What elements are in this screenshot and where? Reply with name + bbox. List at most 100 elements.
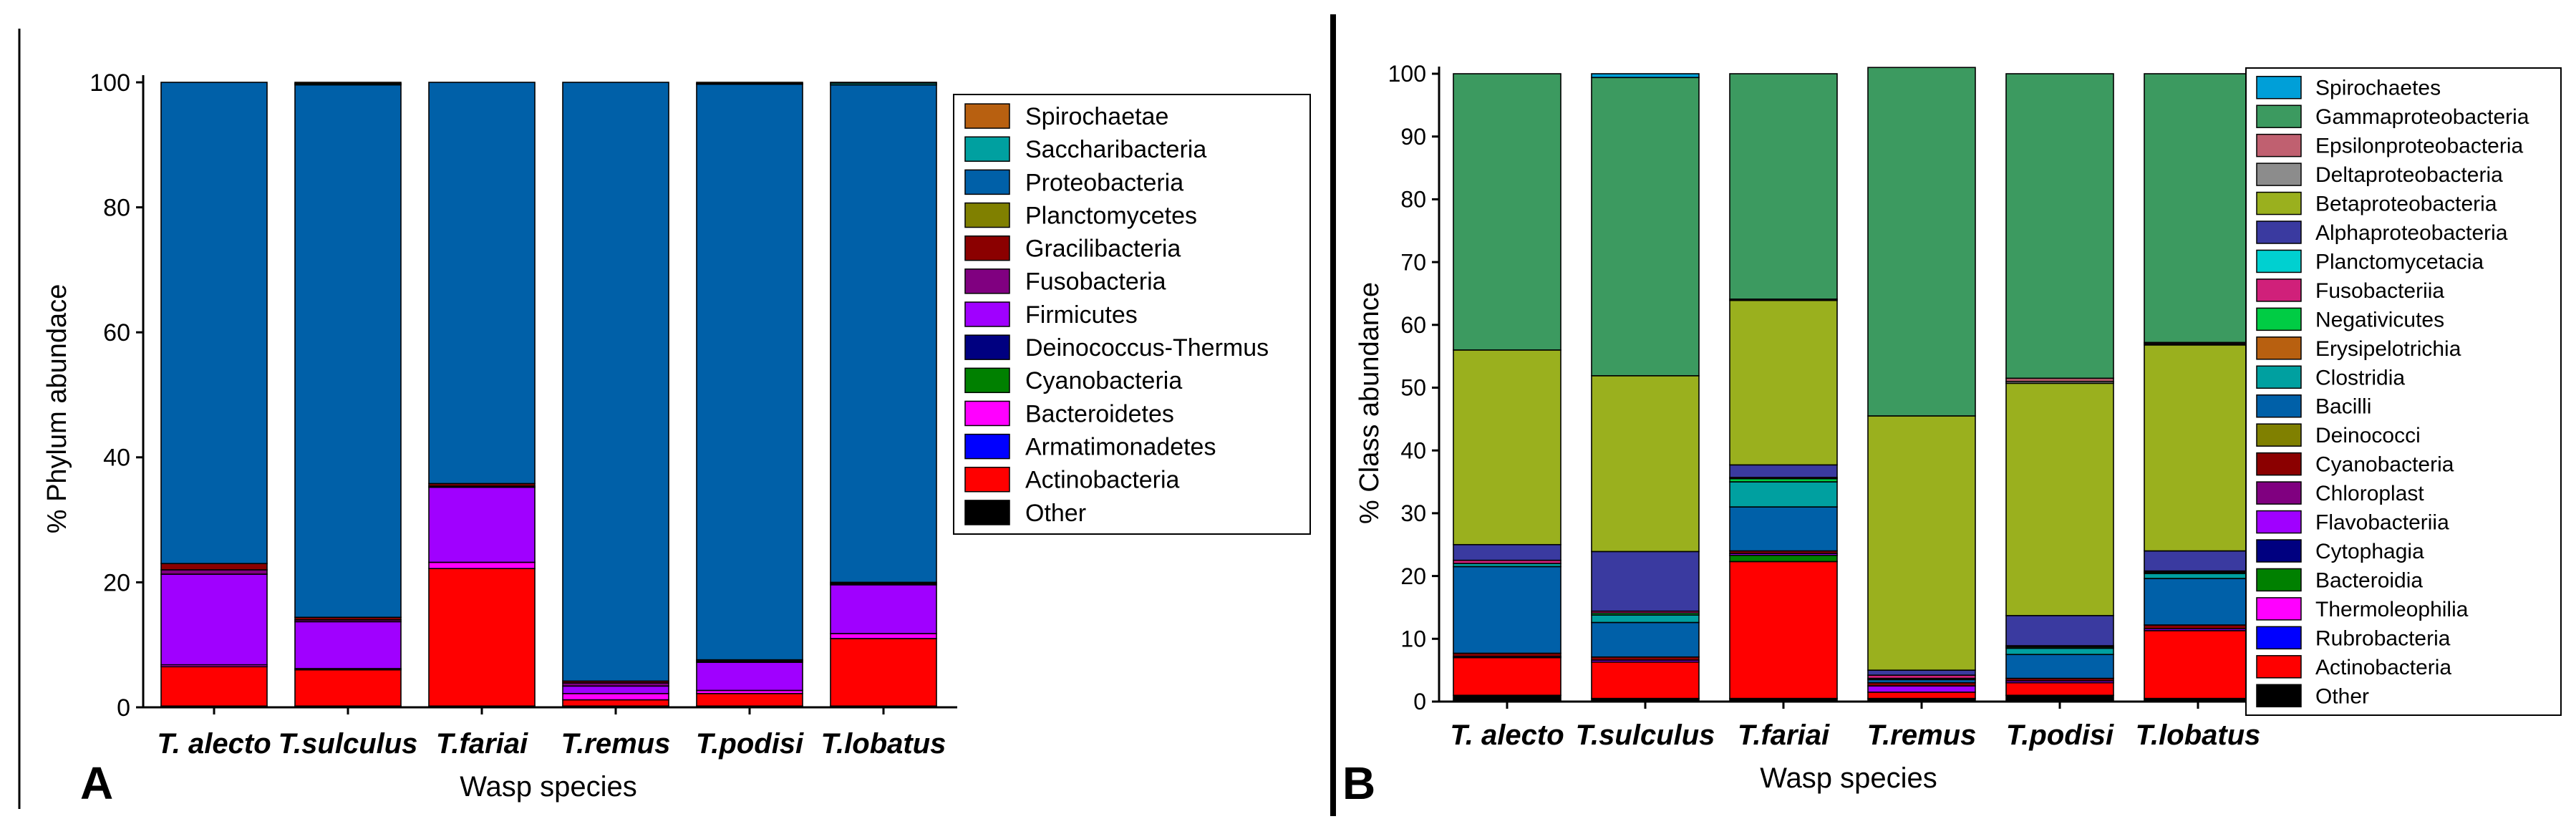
panel-b-x-axis-label: Wasp species xyxy=(1760,762,1937,794)
legend-swatch xyxy=(2256,278,2302,302)
bar-segment-gracilibacteria xyxy=(160,563,268,571)
bar-segment-firmicutes xyxy=(830,584,937,634)
bar-segment-proteobacteria xyxy=(160,82,268,565)
x-tick-label: T.lobatus xyxy=(821,728,946,760)
bar-segment-proteobacteria xyxy=(294,84,402,619)
x-tick-label: T.sulculus xyxy=(279,728,418,760)
legend-label: Negativicutes xyxy=(2315,308,2444,331)
legend-swatch xyxy=(2256,133,2302,157)
legend-label: Other xyxy=(2315,684,2369,708)
legend-swatch xyxy=(2256,220,2302,244)
bar-segment-gammaproteobacteria xyxy=(1591,77,1700,377)
panel-a-x-axis-label: Wasp species xyxy=(460,771,637,803)
y-tick-label: 80 xyxy=(1400,187,1426,213)
panel-b-axes: 0 10 20 30 40 50 60 70 80 90 100 T. alecto T.sulculu… xyxy=(1388,61,2261,751)
bar-segment-firmicutes xyxy=(696,661,803,692)
legend-swatch xyxy=(964,367,1010,394)
x-tick-label: T.fariai xyxy=(1738,719,1830,751)
legend-label: Cyanobacteria xyxy=(2315,453,2454,477)
panel-a-y-axis-label: % Phylum abundace xyxy=(42,284,72,534)
legend-label: Planctomycetes xyxy=(1025,202,1197,229)
x-tick-label: T.remus xyxy=(561,728,671,760)
bar-segment-alphaproteobacteria xyxy=(1453,543,1561,561)
bar-segment-spirochaetae xyxy=(696,82,803,84)
bar-segment-fusobacteria xyxy=(160,569,268,575)
legend-label: Thermoleophilia xyxy=(2315,598,2469,621)
legend-label: Planctomycetacia xyxy=(2315,250,2484,273)
y-tick-label: 60 xyxy=(1400,312,1426,338)
legend-swatch xyxy=(2256,626,2302,650)
legend-swatch xyxy=(964,400,1010,427)
legend-swatch xyxy=(2256,365,2302,389)
y-tick-label: 90 xyxy=(1400,124,1426,150)
y-tick-label: 40 xyxy=(103,445,130,472)
x-tick-label: T.lobatus xyxy=(2136,719,2261,751)
legend-label: Cyanobacteria xyxy=(1025,367,1182,394)
panel-a-bars xyxy=(160,82,937,708)
bar-segment-gammaproteobacteria xyxy=(2144,73,2252,344)
legend-label: Actinobacteria xyxy=(1025,467,1180,494)
legend-swatch xyxy=(964,433,1010,460)
bar-segment-betaproteobacteria xyxy=(1591,375,1700,553)
legend-swatch xyxy=(2256,684,2302,708)
y-tick-label: 100 xyxy=(89,69,130,97)
legend-swatch xyxy=(2256,249,2302,273)
panel-a: 0 20 40 60 80 100 T. alecto T.sulculus T.fariai T… xyxy=(42,69,1311,809)
y-tick-label: 20 xyxy=(1400,563,1426,589)
legend-swatch xyxy=(964,334,1010,360)
bar-segment-actinobacteria xyxy=(294,669,402,707)
y-tick-label: 50 xyxy=(1400,375,1426,401)
bar-segment-bacilli xyxy=(2005,654,2114,679)
legend-swatch xyxy=(964,235,1010,261)
bar-segment-firmicutes xyxy=(562,685,669,694)
bar-segment-actinobacteria xyxy=(562,699,669,707)
legend-swatch xyxy=(964,467,1010,493)
bar-segment-proteobacteria xyxy=(696,83,803,661)
bar-segment-bacteroidia xyxy=(1729,554,1838,563)
panel-b-label: B xyxy=(1342,757,1375,809)
legend-label: Proteobacteria xyxy=(1025,169,1183,196)
legend-label: Actinobacteria xyxy=(2315,656,2451,679)
bar-segment-gammaproteobacteria xyxy=(1729,73,1838,300)
bar-segment-actinobacteria xyxy=(428,568,536,707)
bar-segment-actinobacteria xyxy=(830,638,937,707)
y-tick-label: 70 xyxy=(1400,249,1426,275)
bar-segment-betaproteobacteria xyxy=(1729,299,1838,466)
legend-swatch xyxy=(2256,423,2302,447)
legend-swatch xyxy=(964,169,1010,195)
y-tick-label: 100 xyxy=(1388,61,1426,87)
legend-label: Other xyxy=(1025,500,1086,527)
legend-swatch xyxy=(2256,481,2302,505)
bar-segment-gammaproteobacteria xyxy=(1453,73,1561,351)
legend-label: Chloroplast xyxy=(2315,482,2424,505)
legend-label: Flavobacteriia xyxy=(2315,511,2449,535)
y-tick-label: 20 xyxy=(103,569,130,596)
x-tick-label: T.sulculus xyxy=(1576,719,1715,751)
panel-b-legend: Spirochaetes Gammaproteobacteria Epsilonpr… xyxy=(2245,67,2562,716)
legend-swatch xyxy=(964,202,1010,228)
legend-swatch xyxy=(2256,105,2302,128)
bar-segment-clostridia xyxy=(2005,647,2114,656)
bar-segment-alphaproteobacteria xyxy=(1867,669,1976,676)
bar-segment-actinobacteria xyxy=(160,666,268,707)
legend-swatch xyxy=(964,103,1010,129)
panel-a-legend: Spirochaetae Saccharibacteria Proteobacter… xyxy=(953,94,1311,535)
bar-segment-firmicutes xyxy=(160,573,268,666)
bar-segment-firmicutes xyxy=(294,621,402,669)
legend-swatch xyxy=(2256,655,2302,679)
y-tick-label: 10 xyxy=(1400,626,1426,652)
legend-swatch xyxy=(2256,307,2302,331)
legend-swatch xyxy=(2256,510,2302,534)
bar-segment-proteobacteria xyxy=(562,82,669,682)
legend-swatch xyxy=(964,136,1010,162)
legend-swatch xyxy=(2256,539,2302,563)
y-tick-label: 80 xyxy=(103,195,130,222)
legend-label: Deinococci xyxy=(2315,424,2421,447)
bar-segment-actinobacteria xyxy=(2144,630,2252,699)
bar-segment-bacilli xyxy=(1453,566,1561,654)
legend-label: Gracilibacteria xyxy=(1025,236,1181,263)
legend-label: Spirochaetae xyxy=(1025,103,1168,130)
legend-box xyxy=(953,94,1311,535)
x-tick-label: T.podisi xyxy=(696,728,804,760)
